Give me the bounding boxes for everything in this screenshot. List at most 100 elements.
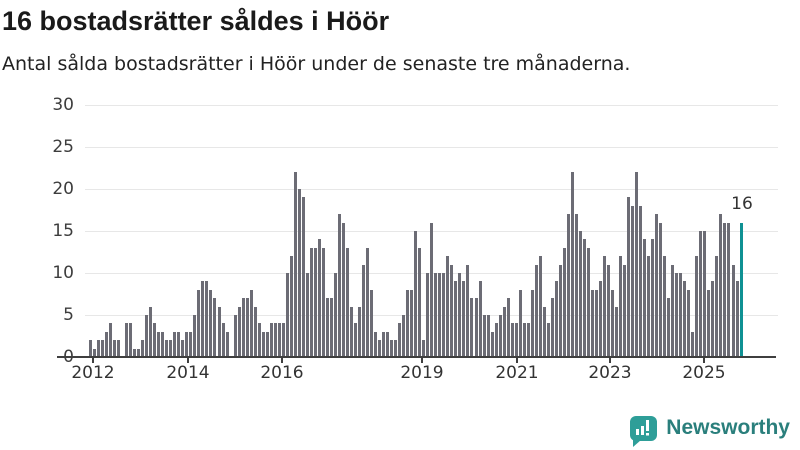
x-tick-label-2023: 2023 bbox=[588, 363, 632, 383]
x-tick-label-2016: 2016 bbox=[260, 363, 304, 383]
bar bbox=[494, 323, 498, 357]
bar bbox=[149, 306, 153, 357]
bar bbox=[317, 239, 321, 357]
bar bbox=[683, 281, 687, 357]
bar bbox=[257, 323, 261, 357]
bar bbox=[386, 331, 390, 357]
bar bbox=[727, 222, 731, 357]
bar bbox=[478, 281, 482, 357]
bar bbox=[177, 331, 181, 357]
bar bbox=[530, 289, 534, 357]
bar bbox=[93, 348, 97, 357]
bar bbox=[233, 315, 237, 357]
bar bbox=[474, 298, 478, 357]
bar bbox=[623, 264, 627, 357]
x-tick-2012 bbox=[92, 358, 94, 363]
bar bbox=[301, 197, 305, 357]
bar bbox=[145, 315, 149, 357]
bar bbox=[450, 264, 454, 357]
bar bbox=[285, 273, 289, 357]
bar bbox=[562, 247, 566, 357]
bar bbox=[157, 331, 161, 357]
bar bbox=[101, 340, 105, 357]
bar bbox=[534, 264, 538, 357]
bar bbox=[117, 340, 121, 357]
bar bbox=[325, 298, 329, 357]
bar bbox=[522, 323, 526, 357]
bar bbox=[197, 289, 201, 357]
bar bbox=[249, 289, 253, 357]
newsworthy-bar-chart-bubble-icon bbox=[630, 415, 658, 447]
bar bbox=[442, 273, 446, 357]
x-tick-label-2021: 2021 bbox=[495, 363, 539, 383]
bar bbox=[699, 231, 703, 357]
bar bbox=[631, 205, 635, 357]
bar bbox=[269, 323, 273, 357]
bar bbox=[341, 222, 345, 357]
bar bbox=[470, 298, 474, 357]
bar bbox=[659, 222, 663, 357]
bar bbox=[647, 256, 651, 357]
bar bbox=[735, 281, 739, 357]
bar bbox=[213, 298, 217, 357]
bar bbox=[185, 331, 189, 357]
x-tick-label-2025: 2025 bbox=[682, 363, 726, 383]
bar bbox=[731, 264, 735, 357]
bar bbox=[627, 197, 631, 357]
bar bbox=[378, 340, 382, 357]
bar bbox=[169, 340, 173, 357]
bar bbox=[586, 247, 590, 357]
bar bbox=[434, 273, 438, 357]
bar bbox=[707, 289, 711, 357]
bar bbox=[97, 340, 101, 357]
bar bbox=[366, 247, 370, 357]
bar bbox=[362, 264, 366, 357]
gridline-20 bbox=[85, 188, 778, 190]
bar bbox=[482, 315, 486, 357]
bar bbox=[438, 273, 442, 357]
bar bbox=[273, 323, 277, 357]
bar bbox=[703, 231, 707, 357]
bar bbox=[422, 340, 426, 357]
bar bbox=[430, 222, 434, 357]
bar bbox=[490, 331, 494, 357]
bar bbox=[265, 331, 269, 357]
newsworthy-logo[interactable]: Newsworthy bbox=[630, 412, 790, 447]
bar bbox=[687, 289, 691, 357]
bar bbox=[639, 205, 643, 357]
bar bbox=[723, 222, 727, 357]
bar bbox=[221, 323, 225, 357]
bar bbox=[125, 323, 129, 357]
bar bbox=[611, 289, 615, 357]
bar bbox=[133, 348, 137, 357]
bar bbox=[398, 323, 402, 357]
bar bbox=[209, 289, 213, 357]
bar bbox=[550, 298, 554, 357]
bar bbox=[514, 323, 518, 357]
bar bbox=[277, 323, 281, 357]
bar bbox=[129, 323, 133, 357]
bar bbox=[570, 172, 574, 357]
bar bbox=[161, 331, 165, 357]
y-tick-label-5: 5 bbox=[63, 305, 74, 325]
bar bbox=[350, 306, 354, 357]
page-title: 16 bostadsrätter såldes i Höör bbox=[2, 6, 390, 36]
bar bbox=[546, 323, 550, 357]
bar bbox=[691, 331, 695, 357]
x-tick-label-2014: 2014 bbox=[166, 363, 210, 383]
bar bbox=[506, 298, 510, 357]
bar bbox=[615, 306, 619, 357]
gridline-25 bbox=[85, 146, 778, 148]
bar bbox=[109, 323, 113, 357]
bar bbox=[225, 331, 229, 357]
bar bbox=[89, 340, 92, 357]
bar bbox=[321, 247, 325, 357]
x-tick-label-2012: 2012 bbox=[71, 363, 115, 383]
bar bbox=[574, 214, 578, 357]
bar bbox=[402, 315, 406, 357]
bar bbox=[137, 348, 141, 357]
bar bbox=[667, 298, 671, 357]
bar bbox=[173, 331, 177, 357]
bar bbox=[245, 298, 249, 357]
bar bbox=[374, 331, 378, 357]
